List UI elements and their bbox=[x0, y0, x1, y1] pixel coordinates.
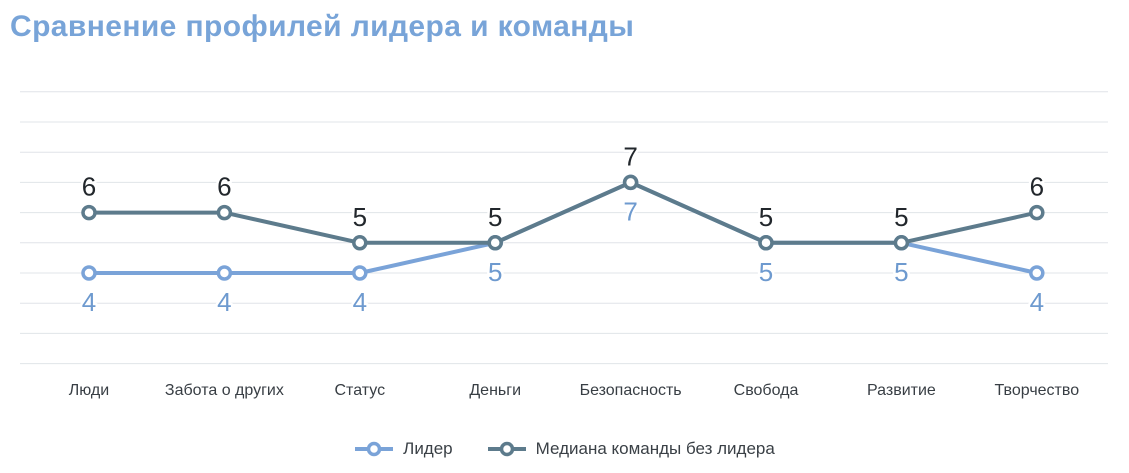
data-point-marker[interactable] bbox=[81, 204, 97, 221]
data-label-team-median: 5 bbox=[759, 202, 773, 232]
legend-label-team-median: Медиана команды без лидера bbox=[535, 439, 775, 458]
x-axis-label: Безопасность bbox=[580, 382, 682, 399]
data-point-marker[interactable] bbox=[216, 265, 233, 281]
data-label-leader: 4 bbox=[353, 287, 367, 317]
x-axis-label: Развитие bbox=[867, 382, 936, 399]
data-point-marker[interactable] bbox=[758, 235, 774, 251]
x-axis-label: Творчество bbox=[994, 382, 1079, 399]
line-chart-plot-area: 4 4 4 5 7 5 5 4 6 6 5 5 7 5 5 6 Люди Забота о других Стату… bbox=[20, 91, 1108, 399]
data-label-leader: 4 bbox=[1030, 287, 1044, 317]
data-point-marker[interactable] bbox=[1029, 204, 1045, 221]
data-point-marker[interactable] bbox=[487, 235, 503, 251]
x-axis-label: Забота о других bbox=[165, 382, 284, 399]
data-label-leader: 4 bbox=[217, 287, 231, 317]
chart-title: Сравнение профилей лидера и команды bbox=[10, 10, 635, 43]
data-point-marker[interactable] bbox=[622, 174, 639, 191]
legend-label-leader: Лидер bbox=[403, 439, 453, 458]
data-label-team-median: 6 bbox=[1030, 172, 1044, 202]
data-point-marker[interactable] bbox=[893, 235, 910, 251]
data-point-marker[interactable] bbox=[352, 235, 368, 251]
legend-swatch-team-median-icon bbox=[487, 441, 526, 457]
data-label-leader: 4 bbox=[82, 287, 96, 317]
data-label-leader: 5 bbox=[488, 257, 502, 287]
data-label-team-median: 5 bbox=[488, 202, 502, 232]
data-label-leader: 7 bbox=[623, 196, 637, 226]
x-axis-label: Деньги bbox=[469, 382, 521, 399]
data-label-team-median: 7 bbox=[623, 141, 637, 171]
data-label-team-median: 5 bbox=[894, 202, 908, 232]
legend-item-team-median[interactable]: Медиана команды без лидера bbox=[487, 439, 775, 459]
series-line-team-median bbox=[87, 180, 1039, 245]
data-label-team-median: 6 bbox=[217, 172, 231, 202]
data-point-marker[interactable] bbox=[352, 265, 368, 281]
data-label-leader: 5 bbox=[759, 257, 773, 287]
legend: Лидер Медиана команды без лидера bbox=[0, 433, 1129, 465]
data-label-team-median: 5 bbox=[353, 202, 367, 232]
data-point-marker[interactable] bbox=[81, 265, 97, 281]
legend-item-leader[interactable]: Лидер bbox=[354, 439, 453, 459]
data-point-marker[interactable] bbox=[216, 204, 233, 221]
x-axis-label: Статус bbox=[335, 382, 386, 399]
data-label-team-median: 6 bbox=[82, 172, 96, 202]
x-axis-label: Свобода bbox=[734, 382, 799, 399]
legend-swatch-leader-icon bbox=[355, 441, 394, 457]
x-axis-label: Люди bbox=[69, 382, 109, 399]
data-point-marker[interactable] bbox=[1029, 265, 1045, 281]
data-label-leader: 5 bbox=[894, 257, 908, 287]
